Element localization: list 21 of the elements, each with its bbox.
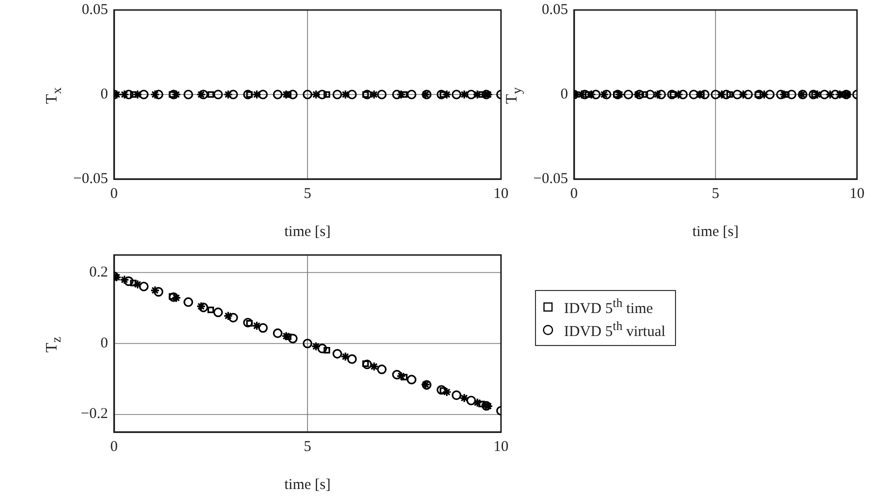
x-axis-title: time [s]	[284, 476, 331, 493]
x-axis-title: time [s]	[692, 224, 739, 240]
x-tick-label: 5	[304, 186, 312, 202]
x-tick-label: 0	[570, 186, 578, 202]
y-tick-label: 0	[100, 335, 108, 352]
y-tick-label: −0.2	[80, 406, 108, 422]
x-tick-label: 5	[712, 186, 720, 202]
y-tick-label: 0.05	[542, 2, 568, 18]
y-tick-label: −0.05	[73, 170, 108, 187]
y-tick-label: 0.05	[82, 2, 108, 18]
x-axis-title: time [s]	[284, 224, 331, 240]
x-tick-label: 5	[304, 438, 312, 455]
legend-label: IDVD 5$^{th}$ time	[564, 296, 653, 318]
y-tick-label: 0	[100, 86, 108, 102]
y-tick-label: 0.2	[89, 264, 108, 281]
legend-label: IDVD 5$^{th}$ virtual	[564, 318, 666, 340]
x-tick-label: 10	[494, 186, 508, 202]
y-tick-label: −0.05	[533, 170, 568, 187]
x-tick-label: 10	[850, 186, 864, 202]
y-tick-label: 0	[560, 86, 568, 102]
x-tick-label: 10	[494, 438, 508, 455]
